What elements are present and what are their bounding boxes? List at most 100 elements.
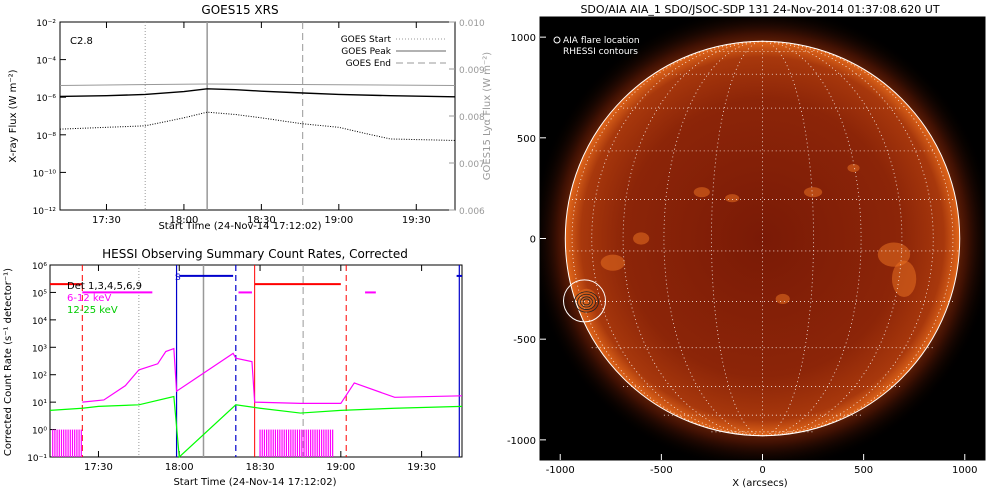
aia-legend: AIA flare location RHESSI contours	[553, 36, 640, 57]
goes-series-line	[59, 88, 456, 98]
hessi-title: HESSI Observing Summary Count Rates, Cor…	[102, 247, 408, 261]
goes-x-tick-label: 19:30	[402, 215, 431, 226]
hessi-series-line	[49, 395, 463, 459]
hessi-legend: Det 1,3,4,5,6,9 6-12 keV 12-25 keV	[67, 281, 142, 316]
flare-class-label: C2.8	[70, 36, 93, 47]
goes-x-tick-label: 17:30	[92, 215, 121, 226]
heliographic-grid	[565, 40, 960, 437]
goes-y-tick-label: 10⁻¹⁰	[33, 169, 57, 179]
longitude-line	[571, 40, 763, 437]
goes-x-tick-label: 19:00	[324, 215, 353, 226]
goes-right-tick-label: 0.007	[459, 160, 485, 170]
goes-y-axis-right: 0.010 0.009 0.008 0.007 0.006	[449, 19, 485, 217]
solar-limb	[564, 40, 961, 437]
hessi-x-tick-label: 19:30	[407, 462, 436, 473]
hessi-y-tick-label: 10⁰	[32, 427, 47, 437]
goes-y-tick-label: 10⁻²	[36, 19, 56, 29]
aia-x-tick-label: 500	[854, 465, 873, 476]
goes-xlabel: Start Time (24-Nov-14 17:12:02)	[158, 221, 321, 232]
legend-12-25kev: 12-25 keV	[67, 305, 118, 316]
hessi-x-tick-label: 18:30	[246, 462, 275, 473]
goes-right-tick-label: 0.006	[459, 207, 485, 217]
aia-y-axis: 1000 500 0 -500 -1000	[507, 33, 546, 447]
aia-y-tick-label: -1000	[507, 436, 536, 447]
goes-plot-frame	[59, 21, 456, 211]
goes-series-line	[59, 111, 456, 141]
legend-goes-start: GOES Start	[341, 35, 392, 45]
rhessi-contour	[577, 293, 596, 310]
hessi-x-tick-label: 18:00	[165, 462, 194, 473]
goes-legend: GOES Start GOES Peak GOES End	[341, 35, 446, 69]
hessi-x-tick-label: 19:00	[326, 462, 355, 473]
goes-x-tick-label: 18:00	[170, 215, 199, 226]
aia-x-tick-label: 1000	[952, 465, 977, 476]
goes-ylabel: X-ray Flux (W m⁻²)	[8, 69, 19, 162]
active-region	[847, 163, 860, 173]
legend-rhessi-contours: RHESSI contours	[563, 47, 638, 57]
aia-y-tick-label: 1000	[511, 33, 536, 44]
goes-y-axis: 10⁻² 10⁻⁴ 10⁻⁶ 10⁻⁸ 10⁻¹⁰ 10⁻¹²	[33, 19, 66, 217]
aia-y-tick-label: 0	[530, 235, 536, 246]
hessi-series-line	[82, 347, 463, 404]
aia-x-axis: -1000 -500 0 500 1000	[546, 454, 977, 476]
rhessi-contour	[582, 298, 591, 306]
goes-ylabel-right: GOES15 Lyα Flux (W m⁻²)	[482, 52, 493, 180]
flare-location-circle	[563, 279, 606, 323]
rhessi-contour	[574, 291, 599, 313]
rhessi-contours	[574, 291, 599, 313]
active-region	[725, 194, 740, 203]
active-region	[891, 260, 917, 297]
active-region	[803, 187, 823, 198]
rhessi-contour	[580, 296, 593, 308]
longitude-line	[711, 40, 763, 437]
aia-x-tick-label: -500	[650, 465, 673, 476]
hessi-x-tick-label: 17:30	[84, 462, 113, 473]
legend-goes-peak: GOES Peak	[341, 47, 391, 57]
hessi-panel: HESSI Observing Summary Count Rates, Cor…	[3, 247, 463, 488]
hessi-y-tick-label: 10⁶	[32, 262, 47, 272]
hessi-y-axis: 10⁶ 10⁵ 10⁴ 10³ 10² 10¹ 10⁰ 10⁻¹	[27, 262, 56, 464]
aia-title: SDO/AIA AIA_1 SDO/JSOC-SDP 131 24-Nov-20…	[580, 3, 939, 16]
goes-right-tick-label: 0.010	[459, 19, 485, 29]
hessi-y-tick-label: 10³	[32, 344, 47, 354]
goes-series-line	[59, 83, 456, 86]
goes-x-tick-label: 18:30	[247, 215, 276, 226]
legend-goes-end: GOES End	[346, 59, 391, 69]
hessi-y-tick-label: 10¹	[32, 399, 47, 409]
hessi-y-tick-label: 10⁴	[32, 317, 47, 327]
active-region	[775, 293, 790, 304]
legend-6-12kev: 6-12 keV	[67, 293, 111, 304]
legend-flare-circle-icon	[553, 36, 561, 44]
active-region	[633, 232, 650, 245]
saa-flag: S	[175, 273, 181, 283]
goes-time-markers	[144, 22, 304, 210]
aia-y-tick-label: 500	[517, 134, 536, 145]
goes-x-axis: 17:30 18:00 18:30 19:00 19:30	[92, 22, 431, 226]
hessi-series	[49, 347, 463, 459]
hessi-y-tick-label: 10²	[32, 372, 47, 382]
hessi-y-tick-label: 10⁵	[32, 289, 47, 299]
active-region	[693, 187, 710, 198]
aia-image	[540, 17, 985, 460]
goes-title: GOES15 XRS	[201, 3, 278, 17]
longitude-line	[663, 40, 763, 437]
hessi-ylabel: Corrected Count Rate (s⁻¹ detector⁻¹)	[3, 268, 14, 456]
legend-detectors: Det 1,3,4,5,6,9	[67, 281, 142, 292]
solar-disk	[565, 41, 960, 436]
aia-xlabel: X (arcsecs)	[732, 478, 788, 489]
goes-right-tick-label: 0.008	[459, 113, 485, 123]
goes-series	[59, 83, 456, 141]
goes-y-tick-label: 10⁻¹²	[33, 207, 57, 217]
longitude-line	[762, 40, 862, 437]
goes-y-tick-label: 10⁻⁶	[36, 94, 56, 104]
hessi-xlabel: Start Time (24-Nov-14 17:12:02)	[173, 477, 336, 488]
goes-y-tick-label: 10⁻⁸	[36, 132, 56, 142]
aia-x-tick-label: -1000	[546, 465, 575, 476]
longitude-line	[762, 40, 954, 437]
active-region	[600, 254, 625, 271]
aia-x-tick-label: 0	[759, 465, 765, 476]
hessi-y-tick-label: 10⁻¹	[27, 454, 47, 464]
longitude-line	[762, 40, 814, 437]
legend-flare-location: AIA flare location	[563, 36, 640, 46]
